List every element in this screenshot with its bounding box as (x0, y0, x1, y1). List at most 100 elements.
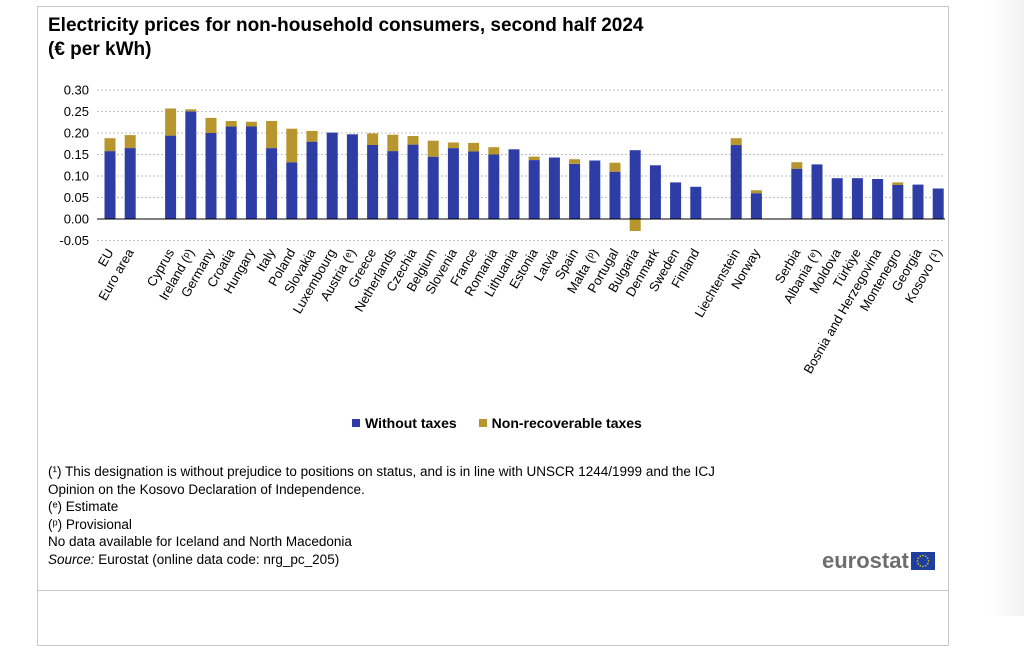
y-tick-label: 0.30 (64, 83, 89, 98)
bar-without-taxes (286, 162, 298, 219)
footnote-provisional: (ᵖ) Provisional (48, 516, 132, 532)
frame-divider (37, 590, 949, 591)
bar-without-taxes (104, 151, 116, 219)
bar-without-taxes (245, 126, 257, 219)
bar-non-recoverable-taxes (609, 162, 621, 172)
bar-without-taxes (205, 133, 217, 219)
flag-star (927, 560, 930, 562)
chart-title: Electricity prices for non-household con… (48, 14, 644, 62)
bar-without-taxes (124, 148, 136, 220)
bar-without-taxes (225, 126, 237, 219)
chart-legend: Without taxes Non-recoverable taxes (352, 415, 642, 431)
flag-star (924, 555, 927, 558)
bar-non-recoverable-taxes (286, 128, 298, 163)
y-tick-label: 0.05 (64, 190, 89, 205)
bar-without-taxes (629, 150, 641, 219)
bar-non-recoverable-taxes (185, 109, 197, 112)
bar-without-taxes (508, 149, 520, 219)
bar-without-taxes (407, 144, 419, 219)
bar-non-recoverable-taxes (104, 138, 116, 152)
flag-star (921, 554, 924, 557)
bar-without-taxes (488, 154, 500, 219)
bar-non-recoverable-taxes (124, 135, 136, 148)
y-tick-label: 0.25 (64, 104, 89, 119)
bar-without-taxes (649, 165, 661, 220)
footnote-estimate: (ᵉ) Estimate (48, 499, 119, 514)
bar-non-recoverable-taxes (750, 190, 762, 194)
flag-star (919, 555, 921, 558)
bar-without-taxes (306, 141, 318, 219)
bar-without-taxes (165, 135, 177, 219)
bar-without-taxes (670, 182, 682, 219)
bar-without-taxes (811, 164, 823, 219)
bar-non-recoverable-taxes (629, 219, 641, 231)
flag-star (926, 562, 929, 565)
source-text: Eurostat (online data code: nrg_pc_205) (94, 551, 340, 567)
bar-non-recoverable-taxes (165, 108, 177, 136)
footnote-kosovo-2: Opinion on the Kosovo Declaration of Ind… (48, 481, 365, 497)
flag-star (917, 562, 919, 565)
y-tick-label: 0.15 (64, 147, 89, 162)
bar-non-recoverable-taxes (387, 134, 399, 151)
source-line: Source: Eurostat (online data code: nrg_… (48, 551, 715, 569)
bar-without-taxes (367, 145, 379, 219)
eu-flag-icon (910, 552, 935, 570)
bar-without-taxes (427, 156, 439, 219)
bar-non-recoverable-taxes (730, 138, 742, 146)
bar-without-taxes (569, 164, 581, 219)
flag-star (921, 565, 924, 568)
bar-non-recoverable-taxes (427, 140, 439, 157)
legend-item-without-taxes: Without taxes (352, 415, 457, 431)
bar-without-taxes (528, 160, 540, 219)
bar-non-recoverable-taxes (569, 159, 581, 164)
bar-without-taxes (589, 160, 601, 219)
bar-without-taxes (690, 186, 702, 220)
bar-without-taxes (872, 179, 884, 219)
footnote-no-data: No data available for Iceland and North … (48, 534, 352, 549)
bar-without-taxes (326, 132, 338, 219)
bar-without-taxes (932, 188, 944, 219)
bar-without-taxes (892, 185, 904, 219)
bar-without-taxes (791, 168, 803, 219)
y-tick-label: 0.20 (64, 126, 89, 141)
bar-non-recoverable-taxes (266, 121, 278, 149)
legend-label-without-taxes: Without taxes (365, 415, 457, 431)
bar-without-taxes (912, 184, 924, 219)
footnotes: (¹) This designation is without prejudic… (48, 463, 715, 568)
bar-without-taxes (609, 171, 621, 219)
bar-non-recoverable-taxes (205, 117, 217, 133)
legend-swatch-without-taxes (352, 419, 360, 427)
legend-swatch-non-recoverable-taxes (478, 419, 487, 427)
chart-title-line1: Electricity prices for non-household con… (48, 15, 644, 36)
bar-without-taxes (831, 178, 843, 220)
bar-without-taxes (548, 157, 560, 219)
bar-non-recoverable-taxes (225, 121, 237, 127)
y-tick-label: -0.05 (59, 233, 89, 248)
y-tick-label: 0.10 (64, 169, 89, 184)
chart-title-line2: (€ per kWh) (48, 39, 152, 60)
bar-non-recoverable-taxes (367, 133, 379, 145)
source-label: Source: (48, 551, 95, 567)
bar-non-recoverable-taxes (488, 147, 500, 155)
bar-non-recoverable-taxes (245, 121, 257, 127)
flag-star (916, 560, 919, 562)
flag-star (926, 557, 929, 560)
bar-non-recoverable-taxes (306, 130, 318, 142)
bar-without-taxes (468, 151, 480, 219)
y-tick-label: 0.00 (64, 212, 89, 227)
bar-without-taxes (750, 193, 762, 219)
legend-label-non-recoverable-taxes: Non-recoverable taxes (491, 415, 642, 431)
eurostat-logo: eurostat (822, 548, 935, 574)
flag-star (919, 564, 921, 567)
bar-non-recoverable-taxes (791, 162, 803, 169)
bar-non-recoverable-taxes (528, 156, 540, 160)
bar-non-recoverable-taxes (892, 182, 904, 185)
page-gutter (988, 0, 1024, 616)
bar-non-recoverable-taxes (407, 136, 419, 145)
bar-without-taxes (185, 111, 197, 219)
footnote-kosovo-1: (¹) This designation is without prejudic… (48, 464, 715, 479)
bar-without-taxes (730, 145, 742, 219)
bar-without-taxes (266, 148, 278, 220)
legend-item-non-recoverable-taxes: Non-recoverable taxes (478, 415, 642, 431)
bar-without-taxes (387, 151, 399, 219)
